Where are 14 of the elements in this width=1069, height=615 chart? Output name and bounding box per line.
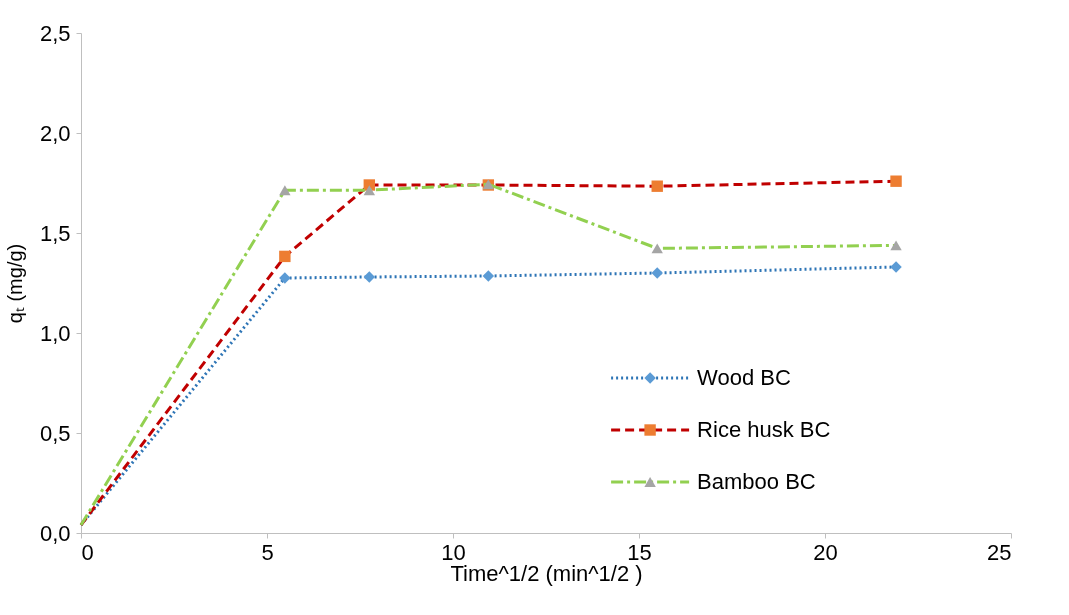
- x-tick-label: 0: [81, 539, 94, 565]
- y-tick-label: 2,0: [39, 120, 71, 146]
- x-tick-label: 20: [813, 539, 838, 565]
- y-axis-title: qₜ (mg/g): [3, 243, 26, 324]
- legend-label: Wood BC: [697, 365, 791, 390]
- legend-label: Rice husk BC: [697, 417, 831, 442]
- y-tick-label: 0,0: [39, 520, 71, 546]
- legend-label: Bamboo BC: [697, 469, 816, 494]
- x-tick-label: 25: [987, 539, 1012, 565]
- y-tick-label: 0,5: [39, 420, 71, 446]
- x-tick-label: 5: [261, 539, 274, 565]
- y-tick-label: 1,5: [39, 220, 71, 246]
- y-tick-label: 2,5: [39, 20, 71, 46]
- y-tick-label: 1,0: [39, 320, 71, 346]
